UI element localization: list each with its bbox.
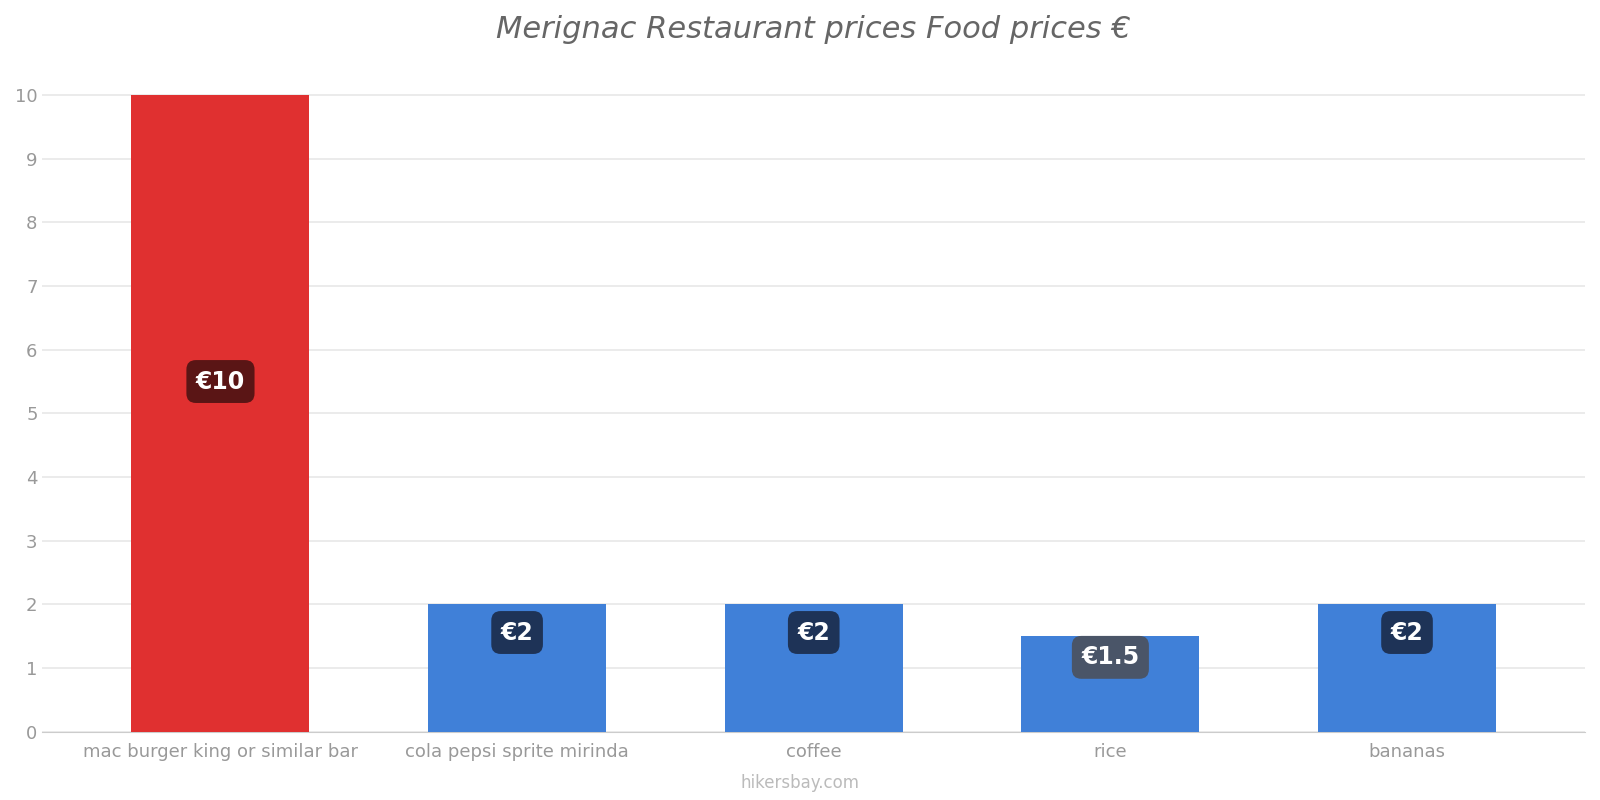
Title: Merignac Restaurant prices Food prices €: Merignac Restaurant prices Food prices €: [496, 15, 1131, 44]
Text: €2: €2: [1390, 621, 1424, 645]
Bar: [131, 95, 309, 732]
Bar: [1021, 636, 1200, 732]
Bar: [1318, 605, 1496, 732]
Text: €1.5: €1.5: [1082, 646, 1139, 670]
Text: hikersbay.com: hikersbay.com: [741, 774, 859, 792]
Text: €2: €2: [797, 621, 830, 645]
Text: €10: €10: [195, 370, 245, 394]
Bar: [725, 605, 902, 732]
Text: €2: €2: [501, 621, 533, 645]
Bar: [429, 605, 606, 732]
